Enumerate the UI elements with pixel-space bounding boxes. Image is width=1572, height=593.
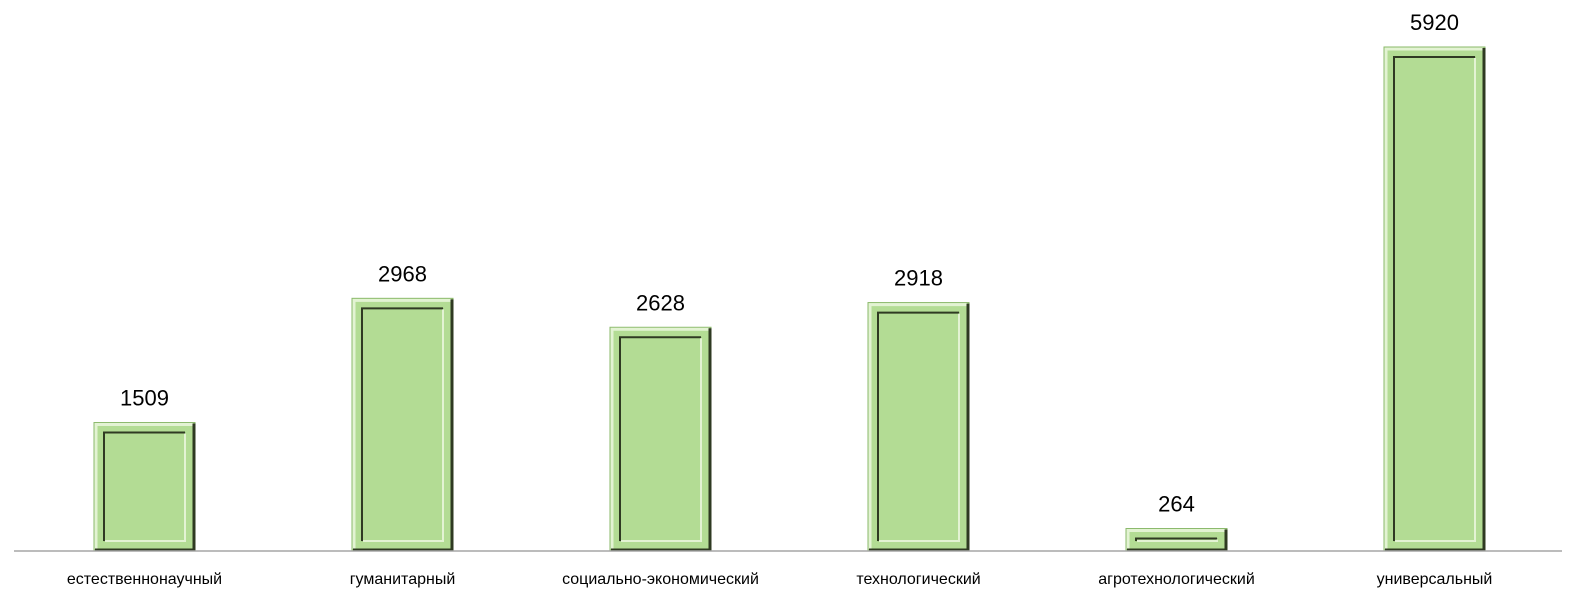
bar <box>1383 46 1486 552</box>
value-label: 5920 <box>1410 10 1459 35</box>
bar <box>93 422 196 552</box>
category-labels-group: естественнонаучный гуманитарный социально-… <box>67 571 1492 588</box>
value-label: 2628 <box>636 290 685 315</box>
category-label: естественнонаучный <box>67 571 222 588</box>
bar <box>351 297 454 552</box>
bars-group <box>93 46 1486 552</box>
category-label: агротехнологический <box>1098 571 1255 588</box>
category-label: социально-экономический <box>562 571 759 588</box>
bar <box>867 302 970 552</box>
value-label: 2918 <box>894 266 943 291</box>
bar <box>609 326 712 552</box>
bar <box>1125 528 1228 552</box>
value-label: 264 <box>1158 492 1195 517</box>
category-label: гуманитарный <box>350 571 456 588</box>
category-label: технологический <box>856 571 980 588</box>
category-label: универсальный <box>1377 571 1493 588</box>
value-label: 2968 <box>378 261 427 286</box>
value-label: 1509 <box>120 386 169 411</box>
value-labels-group: 1509 2968 2628 2918 264 5920 <box>120 10 1459 517</box>
